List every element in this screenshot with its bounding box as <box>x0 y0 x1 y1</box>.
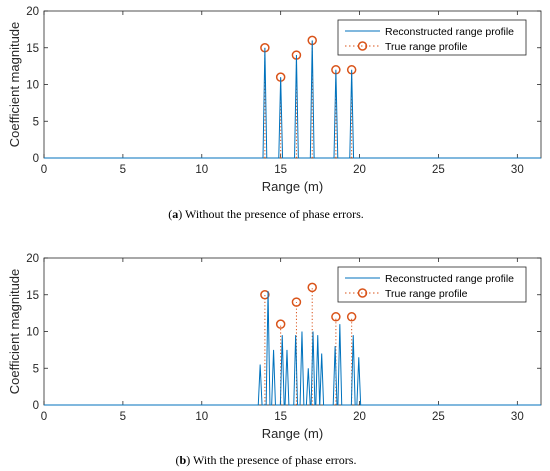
x-tick-label: 0 <box>41 164 47 176</box>
y-tick-label: 15 <box>26 43 39 55</box>
legend: Reconstructed range profile True range p… <box>337 19 527 56</box>
x-tick-label: 15 <box>274 411 287 423</box>
legend-true-marker <box>357 288 368 298</box>
x-tick-label: 20 <box>353 411 366 423</box>
x-tick-label: 5 <box>120 411 126 423</box>
caption-a: (a) Without the presence of phase errors… <box>168 207 364 221</box>
true-profile-marker <box>275 319 286 329</box>
caption-a-text: Without the presence of phase errors. <box>182 207 364 221</box>
y-tick-label: 20 <box>26 253 39 265</box>
x-axis-label: Range (m) <box>262 426 323 441</box>
legend-box <box>337 19 527 56</box>
true-profile-marker <box>291 297 302 307</box>
reconstructed-range-profile-series <box>44 40 541 159</box>
true-profile-marker <box>260 290 270 300</box>
caption-b-label: b <box>180 453 187 467</box>
x-axis-label: Range (m) <box>262 179 323 194</box>
legend-reconstructed-label: Reconstructed range profile <box>385 26 514 38</box>
legend-reconstructed-label: Reconstructed range profile <box>385 273 514 285</box>
x-axis-ticks: 0 5 10 15 20 25 30 <box>41 258 524 423</box>
x-tick-label: 10 <box>195 411 208 423</box>
x-tick-label: 30 <box>511 411 524 423</box>
legend: Reconstructed range profile True range p… <box>337 266 527 303</box>
x-axis-ticks: 0 5 10 15 20 25 30 <box>41 11 524 176</box>
y-tick-label: 20 <box>26 6 39 18</box>
legend-true-marker <box>357 41 368 51</box>
legend-box <box>337 266 527 303</box>
reconstructed-range-profile-series <box>44 291 541 406</box>
true-profile-marker <box>307 282 317 293</box>
x-tick-label: 30 <box>511 164 524 176</box>
y-axis-label: Coefficient magnitude <box>7 22 22 148</box>
x-tick-label: 25 <box>432 411 445 423</box>
reconstructed-profile-line <box>44 40 541 159</box>
x-tick-label: 20 <box>353 164 366 176</box>
legend-true-label: True range profile <box>385 41 468 53</box>
x-tick-label: 25 <box>432 164 445 176</box>
caption-a-label: a <box>172 207 178 221</box>
reconstructed-profile-line <box>44 291 541 406</box>
x-tick-label: 15 <box>274 164 287 176</box>
y-tick-label: 15 <box>26 290 39 302</box>
y-axis-ticks: 0 5 10 15 20 <box>26 253 541 412</box>
y-axis-label: Coefficient magnitude <box>7 269 22 395</box>
panel-b-chart: 0 5 10 15 20 25 30 0 5 10 15 20 Range (m) Coeffici… <box>7 253 542 467</box>
legend-true-label: True range profile <box>385 288 468 300</box>
y-tick-label: 10 <box>26 80 39 92</box>
x-tick-label: 0 <box>41 411 47 423</box>
y-tick-label: 0 <box>33 400 39 412</box>
y-tick-label: 5 <box>33 116 39 128</box>
true-profile-marker <box>331 312 341 322</box>
x-tick-label: 10 <box>195 164 208 176</box>
caption-b: (b) With the presence of phase errors. <box>176 453 357 467</box>
y-tick-label: 5 <box>33 363 39 375</box>
panel-a-chart: 0 5 10 15 20 25 30 0 5 10 15 20 Range (m) Coeffici… <box>7 6 542 221</box>
y-tick-label: 10 <box>26 327 39 339</box>
caption-b-text: With the presence of phase errors. <box>190 453 356 467</box>
true-profile-marker <box>346 312 357 322</box>
y-axis-ticks: 0 5 10 15 20 <box>26 6 541 165</box>
y-tick-label: 0 <box>33 153 39 165</box>
x-tick-label: 5 <box>120 164 126 176</box>
